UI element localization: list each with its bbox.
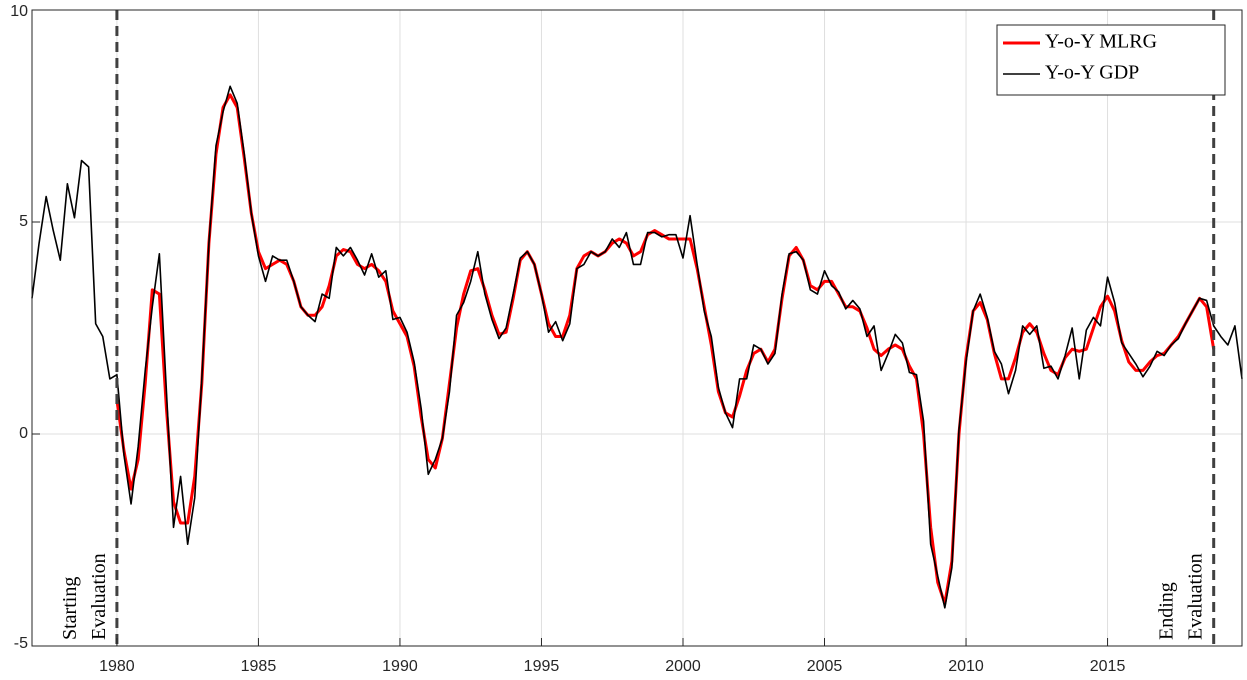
- y-tick-label: -5: [14, 635, 28, 652]
- annotation-text: Evaluation: [88, 553, 110, 640]
- legend: Y-o-Y MLRG Y-o-Y GDP: [996, 24, 1226, 96]
- y-tick-label: 0: [19, 425, 28, 442]
- annotation-text: Starting: [59, 577, 81, 640]
- x-tick-label: 2015: [1090, 658, 1126, 675]
- annotations: Starting Evaluation Ending Evaluation: [59, 10, 1216, 646]
- y-tick-label: 5: [19, 213, 28, 230]
- lines: [31, 85, 1243, 609]
- y-tick-label: 10: [10, 3, 28, 20]
- x-tick-label: 2005: [807, 658, 843, 675]
- x-tick-label: 1995: [524, 658, 560, 675]
- legend-label: Y-o-Y GDP: [1045, 62, 1139, 84]
- plot-area: [32, 10, 1242, 646]
- annotation-text: Ending: [1156, 582, 1178, 640]
- x-tick-label: 1980: [99, 658, 135, 675]
- plot-frame: [31, 9, 1243, 647]
- legend-label: Y-o-Y MLRG: [1045, 31, 1157, 53]
- axes: 1980 1985 1990 1995 2000 2005 2010 2015 -5 0 5 10: [10, 3, 1125, 675]
- x-tick-label: 2000: [665, 658, 701, 675]
- x-tick-label: 1990: [382, 658, 418, 675]
- legend-box: [996, 24, 1226, 96]
- series-line: [31, 85, 1243, 609]
- x-tick-label: 2010: [948, 658, 984, 675]
- annotation-text: Evaluation: [1185, 553, 1207, 640]
- x-tick-label: 1985: [241, 658, 277, 675]
